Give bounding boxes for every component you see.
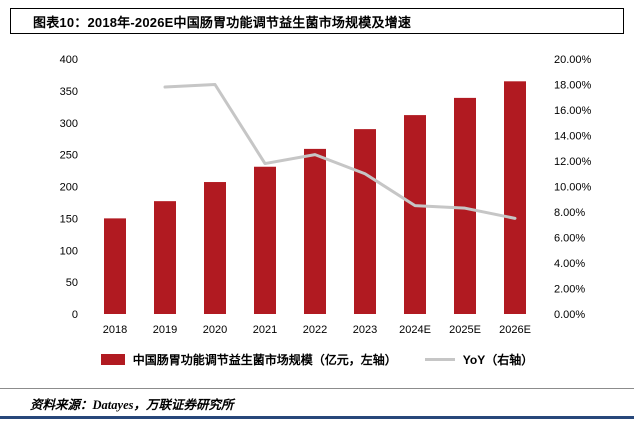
- x-axis-tick-label: 2023: [353, 324, 377, 336]
- left-axis-tick-label: 350: [60, 86, 78, 98]
- yoy-line: [163, 83, 517, 220]
- legend-item-yoy: YoY（右轴）: [424, 351, 534, 368]
- right-axis-tick-label: 20.00%: [554, 54, 592, 66]
- source-label: 资料来源：: [30, 398, 93, 412]
- bottom-rule: [0, 416, 634, 419]
- left-axis-tick-label: 400: [60, 54, 78, 66]
- bar: [204, 182, 226, 314]
- legend: 中国肠胃功能调节益生菌市场规模（亿元，左轴） YoY（右轴）: [0, 351, 634, 368]
- chart-title: 图表10：2018年-2026E中国肠胃功能调节益生菌市场规模及增速: [33, 14, 412, 30]
- source-value: Datayes，万联证券研究所: [92, 398, 234, 412]
- right-axis-tick-label: 2.00%: [554, 284, 585, 296]
- bar-series: [104, 81, 526, 314]
- bar: [254, 166, 276, 314]
- chart-title-box: 图表10：2018年-2026E中国肠胃功能调节益生菌市场规模及增速: [10, 8, 624, 34]
- x-axis-tick-label: 2026E: [499, 324, 531, 336]
- legend-bar-label: 中国肠胃功能调节益生菌市场规模（亿元，左轴）: [132, 353, 397, 367]
- x-axis-tick-label: 2019: [153, 324, 177, 336]
- right-axis-tick-label: 16.00%: [554, 105, 592, 117]
- legend-line-swatch: [424, 358, 455, 361]
- left-axis-tick-label: 100: [60, 245, 78, 257]
- legend-item-market-size: 中国肠胃功能调节益生菌市场规模（亿元，左轴）: [100, 351, 397, 368]
- x-axis-tick-label: 2024E: [399, 324, 431, 336]
- left-axis-tick-label: 250: [60, 150, 78, 162]
- right-axis-tick-label: 12.00%: [554, 156, 592, 168]
- left-axis-tick-label: 300: [60, 118, 78, 130]
- bar: [504, 81, 526, 314]
- bar: [454, 97, 476, 314]
- x-axis-tick-label: 2018: [103, 324, 127, 336]
- right-axis-tick-label: 10.00%: [554, 182, 592, 194]
- right-axis-tick-label: 6.00%: [554, 233, 585, 245]
- x-axis-tick-label: 2025E: [449, 324, 481, 336]
- left-axis-tick-label: 200: [60, 182, 78, 194]
- bar: [404, 115, 426, 314]
- bar: [104, 218, 126, 314]
- right-axis-tick-label: 14.00%: [554, 131, 592, 143]
- x-axis-tick-label: 2021: [253, 324, 277, 336]
- source-note: 资料来源：Datayes，万联证券研究所: [30, 394, 233, 413]
- right-axis-tick-label: 8.00%: [554, 207, 585, 219]
- chart-canvas: 0 50 100 150 200 250 300 350 400 0.00% 2.00% 4.00% 6…: [60, 54, 592, 336]
- legend-line-label: YoY（右轴）: [462, 353, 534, 367]
- left-axis-tick-label: 50: [66, 277, 78, 289]
- x-axis-tick-label: 2022: [303, 324, 327, 336]
- bar: [354, 129, 376, 314]
- left-axis-tick-label: 150: [60, 213, 78, 225]
- footer-divider: [0, 388, 634, 389]
- bar: [154, 201, 176, 314]
- x-axis-tick-label: 2020: [203, 324, 227, 336]
- bar: [304, 148, 326, 314]
- left-axis-tick-label: 0: [72, 309, 78, 321]
- right-axis-tick-label: 18.00%: [554, 80, 592, 92]
- right-axis-tick-label: 4.00%: [554, 258, 585, 270]
- right-axis-tick-label: 0.00%: [554, 309, 585, 321]
- legend-bar-swatch: [100, 354, 125, 365]
